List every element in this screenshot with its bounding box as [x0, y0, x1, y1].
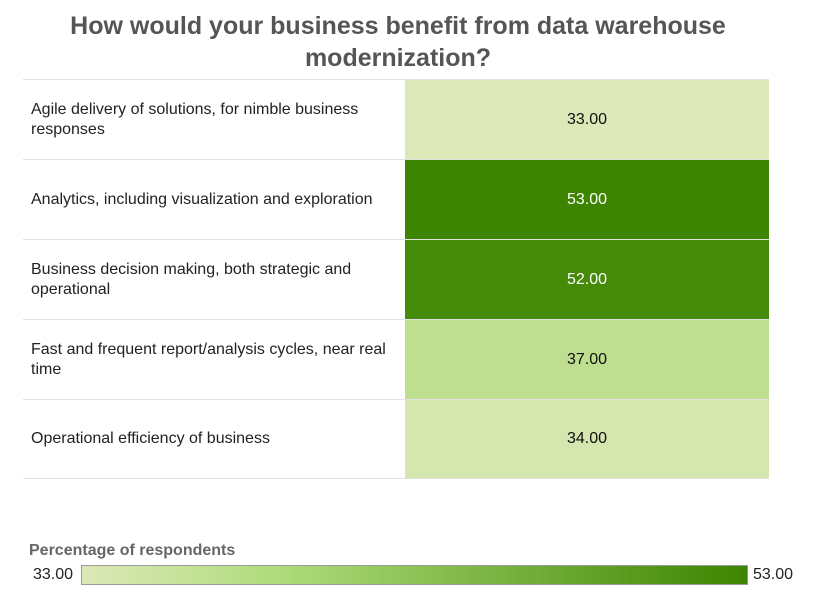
- heatmap-row: Agile delivery of solutions, for nimble …: [23, 79, 769, 159]
- heatmap-table: Agile delivery of solutions, for nimble …: [23, 79, 769, 479]
- color-scale-bar: [81, 565, 748, 585]
- legend-min-label: 33.00: [33, 566, 74, 583]
- heatmap-row: Fast and frequent report/analysis cycles…: [23, 319, 769, 399]
- heatmap-cell: 37.00: [405, 320, 769, 399]
- row-label: Operational efficiency of business: [31, 430, 270, 447]
- legend-max-label: 53.00: [753, 566, 794, 583]
- chart-title: How would your business benefit from dat…: [70, 12, 726, 72]
- heatmap-cell: 52.00: [405, 240, 769, 319]
- heatmap-cell: 33.00: [405, 80, 769, 159]
- heatmap-row: Operational efficiency of business 34.00: [23, 399, 769, 479]
- heatmap-row: Analytics, including visualization and e…: [23, 159, 769, 239]
- row-label: Agile delivery of solutions, for nimble …: [31, 100, 359, 138]
- row-label: Business decision making, both strategic…: [31, 260, 352, 298]
- heatmap-row: Business decision making, both strategic…: [23, 239, 769, 319]
- heatmap-cell: 34.00: [405, 400, 769, 478]
- row-label: Analytics, including visualization and e…: [31, 190, 373, 208]
- heatmap-cell: 53.00: [405, 160, 769, 239]
- row-label: Fast and frequent report/analysis cycles…: [31, 340, 386, 378]
- legend-title: Percentage of respondents: [29, 542, 236, 559]
